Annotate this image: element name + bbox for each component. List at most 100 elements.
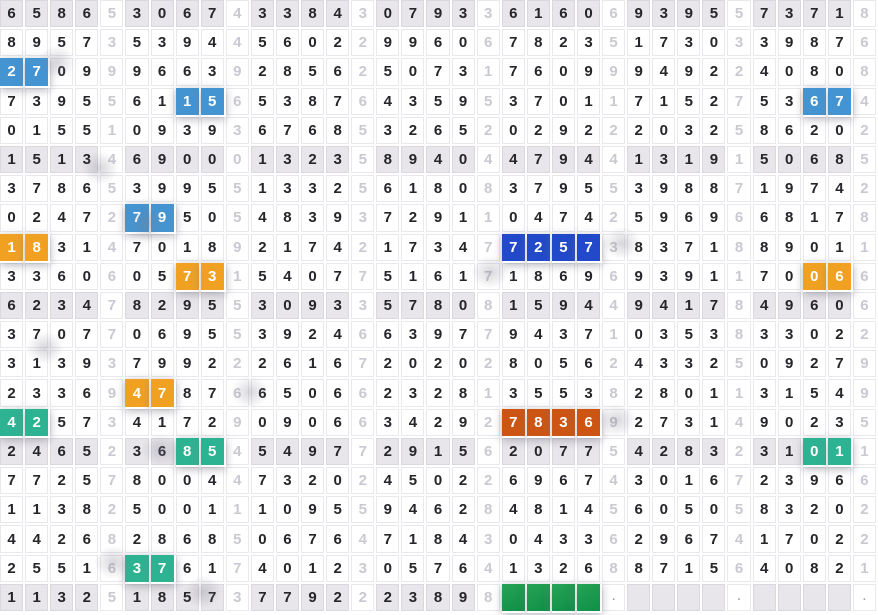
empty-cell: [627, 583, 653, 613]
digit-cell: 0: [275, 496, 302, 526]
digit-cell: 4: [576, 496, 603, 526]
digit-cell: 6: [426, 262, 452, 292]
digit-cell: 6: [827, 467, 853, 497]
digit-cell: 4: [376, 467, 402, 497]
highlighted-digit-cell: 7: [175, 262, 201, 292]
digit-cell: 8: [301, 0, 327, 30]
digit-cell: 3: [777, 496, 803, 526]
digit-cell: 5: [250, 29, 276, 59]
digit-cell: 3: [401, 583, 427, 613]
digit-cell: 1: [501, 291, 527, 322]
digit-cell: 3: [426, 233, 452, 263]
digit-cell: 1: [200, 554, 226, 584]
digit-cell: 4: [200, 29, 226, 59]
digit-cell: 2: [451, 467, 477, 497]
digit-cell: 3: [677, 116, 703, 146]
digit-cell: 6: [175, 525, 201, 555]
digit-cell: 8: [275, 204, 302, 234]
digit-cell: 1: [551, 496, 577, 526]
digit-cell: 7: [727, 175, 753, 205]
digit-cell: 1: [175, 233, 201, 263]
digit-cell: 6: [852, 467, 878, 497]
digit-cell: 9: [627, 291, 653, 322]
digit-cell: 3: [50, 350, 76, 380]
digit-cell: 9: [401, 437, 427, 468]
digit-cell: 7: [326, 437, 352, 468]
digit-cell: 3: [777, 321, 803, 351]
digit-cell: 3: [225, 583, 251, 613]
digit-cell: 3: [652, 233, 678, 263]
digit-cell: 5: [225, 525, 251, 555]
digit-cell: 1: [827, 0, 853, 30]
digit-cell: 4: [275, 262, 302, 292]
digit-cell: 3: [0, 350, 26, 380]
digit-cell: 4: [225, 467, 251, 497]
digit-cell: 8: [125, 467, 151, 497]
digit-cell: 8: [275, 58, 302, 88]
digit-cell: 7: [702, 291, 728, 322]
digit-cell: 0: [752, 350, 778, 380]
digit-cell: 7: [727, 87, 753, 117]
digit-cell: 4: [25, 525, 51, 555]
digit-cell: 2: [225, 350, 251, 380]
digit-cell: 3: [451, 58, 477, 88]
digit-cell: 7: [526, 87, 552, 117]
digit-cell: 9: [652, 525, 678, 555]
digit-cell: 8: [501, 350, 527, 380]
digit-cell: 9: [852, 379, 878, 409]
digit-cell: 6: [476, 437, 502, 468]
digit-cell: 3: [326, 145, 352, 176]
digit-cell: 0: [150, 0, 176, 30]
digit-cell: 5: [275, 379, 302, 409]
digit-cell: 3: [351, 204, 377, 234]
digit-cell: 1: [401, 525, 427, 555]
digit-cell: 5: [401, 554, 427, 584]
digit-cell: 9: [100, 379, 126, 409]
digit-cell: 7: [652, 29, 678, 59]
digit-cell: 4: [827, 379, 853, 409]
digit-cell: 6: [125, 87, 151, 117]
digit-cell: 2: [75, 583, 101, 613]
digit-cell: 8: [125, 291, 151, 322]
digit-cell: 7: [301, 525, 327, 555]
digit-cell: 3: [752, 29, 778, 59]
digit-cell: 4: [526, 204, 552, 234]
digit-cell: 1: [476, 58, 502, 88]
digit-cell: 3: [0, 321, 26, 351]
digit-cell: 1: [752, 175, 778, 205]
digit-cell: 5: [50, 29, 76, 59]
digit-cell: 4: [501, 496, 527, 526]
digit-cell: 8: [150, 583, 176, 613]
digit-cell: 0: [225, 145, 251, 176]
digit-cell: 1: [0, 496, 26, 526]
digit-cell: 6: [125, 145, 151, 176]
digit-cell: 3: [275, 467, 302, 497]
digit-cell: 5: [225, 321, 251, 351]
digit-cell: 2: [476, 350, 502, 380]
digit-cell: 1: [576, 87, 603, 117]
digit-cell: 5: [175, 583, 201, 613]
digit-cell: 8: [677, 175, 703, 205]
digit-cell: 3: [677, 29, 703, 59]
digit-cell: 0: [150, 496, 176, 526]
digit-cell: 2: [602, 350, 628, 380]
digit-cell: 9: [225, 408, 251, 438]
digit-cell: 9: [225, 58, 251, 88]
digit-cell: 2: [551, 554, 577, 584]
digit-cell: 5: [125, 29, 151, 59]
digit-cell: 9: [777, 291, 803, 322]
digit-cell: 1: [25, 350, 51, 380]
digit-cell: 5: [852, 408, 878, 438]
digit-cell: 5: [351, 175, 377, 205]
digit-cell: 8: [50, 175, 76, 205]
digit-cell: 3: [50, 291, 76, 322]
digit-cell: 7: [75, 204, 101, 234]
digit-cell: 6: [150, 321, 176, 351]
digit-cell: 0: [627, 321, 653, 351]
digit-cell: 4: [401, 408, 427, 438]
digit-cell: 5: [351, 145, 377, 176]
digit-cell: 6: [250, 116, 276, 146]
digit-cell: 3: [225, 116, 251, 146]
digit-cell: 9: [551, 116, 577, 146]
digit-cell: 1: [451, 204, 477, 234]
